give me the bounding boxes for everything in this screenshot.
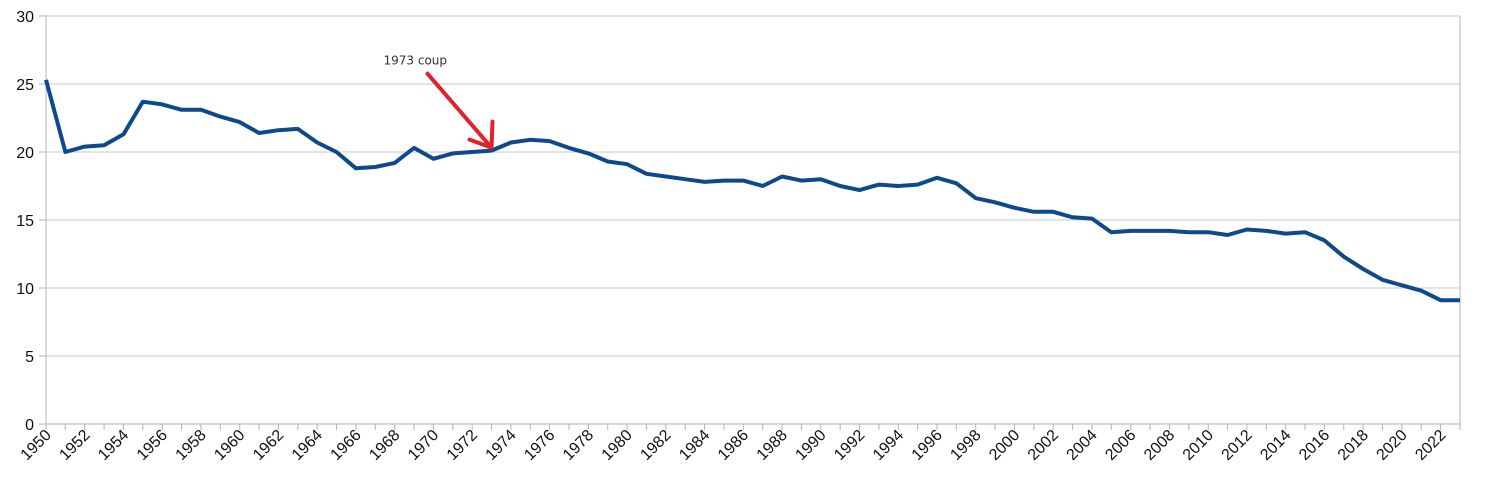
x-tick-label: 1982 — [637, 427, 674, 464]
x-tick-label: 1992 — [831, 427, 868, 464]
y-tick-label: 30 — [16, 9, 34, 26]
y-tick-label: 0 — [25, 417, 34, 434]
y-tick-label: 10 — [16, 281, 34, 298]
x-axis-ticks: 1950 1952 1954 1956 1958 1960 1962 1964 1966 1968… — [18, 424, 1461, 464]
x-tick-label: 1972 — [444, 427, 481, 464]
y-axis-ticks: 0 5 10 15 20 25 30 — [16, 9, 46, 434]
x-tick-label: 1952 — [56, 427, 93, 464]
annotation: 1973 coup — [384, 54, 495, 150]
x-tick-label: 2014 — [1257, 427, 1294, 464]
series-line — [44, 79, 1460, 303]
x-tick-label: 1960 — [211, 427, 248, 464]
x-tick-label: 1962 — [250, 427, 287, 464]
y-tick-label: 25 — [16, 77, 34, 94]
annotation-label: 1973 coup — [384, 54, 448, 68]
x-tick-label: 1968 — [366, 427, 403, 464]
x-tick-label: 2016 — [1296, 427, 1333, 464]
x-tick-label: 2022 — [1412, 427, 1449, 464]
x-tick-label: 2006 — [1102, 427, 1139, 464]
x-tick-label: 1996 — [909, 427, 946, 464]
y-tick-label: 5 — [25, 349, 34, 366]
x-tick-label: 1978 — [560, 427, 597, 464]
x-tick-label: 1998 — [947, 427, 984, 464]
x-tick-label: 1950 — [18, 427, 55, 464]
x-tick-label: 1986 — [715, 427, 752, 464]
x-tick-label: 2012 — [1219, 427, 1256, 464]
annotation-arrow — [425, 71, 495, 150]
x-tick-label: 1984 — [676, 427, 713, 464]
x-tick-label: 1976 — [521, 427, 558, 464]
x-tick-label: 1956 — [134, 427, 171, 464]
x-tick-label: 2002 — [1025, 427, 1062, 464]
x-tick-label: 1988 — [754, 427, 791, 464]
x-tick-label: 1964 — [289, 427, 326, 464]
x-tick-label: 1974 — [483, 427, 520, 464]
x-tick-label: 2010 — [1180, 427, 1217, 464]
grid-lines — [46, 15, 1460, 357]
x-tick-label: 1954 — [95, 427, 132, 464]
x-tick-label: 2020 — [1374, 427, 1411, 464]
x-tick-label: 2000 — [986, 427, 1023, 464]
x-tick-label: 2018 — [1335, 427, 1372, 464]
x-tick-label: 1970 — [405, 427, 442, 464]
x-tick-label: 1966 — [328, 427, 365, 464]
x-tick-label: 1958 — [173, 427, 210, 464]
x-tick-label: 1990 — [792, 427, 829, 464]
x-tick-label: 2004 — [1064, 427, 1101, 464]
x-tick-label: 2008 — [1141, 427, 1178, 464]
x-tick-label: 1994 — [870, 427, 907, 464]
y-tick-label: 20 — [16, 145, 34, 162]
y-tick-label: 15 — [16, 213, 34, 230]
x-tick-label: 1980 — [599, 427, 636, 464]
series-group — [44, 79, 1460, 303]
